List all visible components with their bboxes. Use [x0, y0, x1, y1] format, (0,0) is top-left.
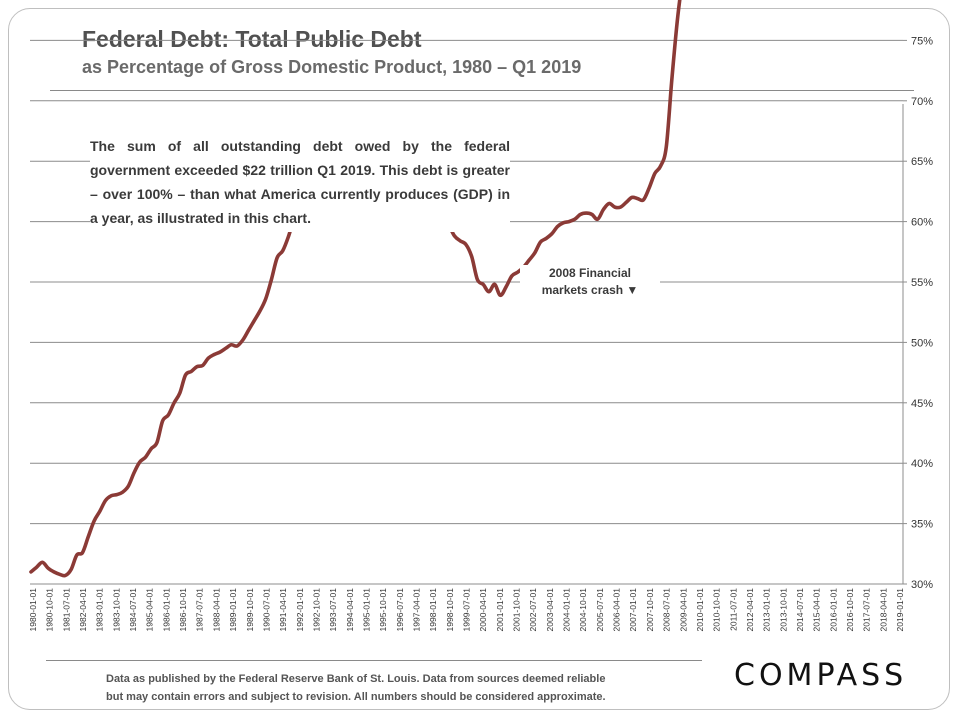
slide-frame — [8, 8, 950, 710]
x-tick-label: 1983-01-01 — [95, 588, 105, 632]
footer-line-1: Data as published by the Federal Reserve… — [106, 673, 606, 685]
x-tick-label: 1985-04-01 — [145, 588, 155, 632]
x-tick-label: 1990-07-01 — [261, 588, 271, 632]
x-tick-label: 1983-10-01 — [111, 588, 121, 632]
x-tick-label: 2006-04-01 — [612, 588, 622, 632]
x-tick-label: 2007-01-01 — [628, 588, 638, 632]
x-tick-label: 1986-10-01 — [178, 588, 188, 632]
x-tick-label: 1998-01-01 — [428, 588, 438, 632]
x-tick-label: 2017-07-01 — [862, 588, 872, 632]
series-line — [29, 0, 682, 578]
x-tick-label: 1992-01-01 — [295, 588, 305, 632]
y-tick-label: 50% — [911, 337, 933, 349]
x-tick-label: 1994-04-01 — [345, 588, 355, 632]
x-tick-label: 2011-07-01 — [728, 588, 738, 631]
footer-line-2: but may contain errors and subject to re… — [106, 691, 606, 703]
x-tick-label: 2004-10-01 — [578, 588, 588, 632]
y-tick-label: 30% — [911, 579, 933, 591]
x-tick-label: 2009-04-01 — [678, 588, 688, 632]
debt-line-chart: 30%35%40%45%50%55%60%65%70%75%80%85%90%9… — [28, 0, 933, 632]
x-tick-label: 2016-10-01 — [845, 588, 855, 632]
y-tick-label: 35% — [911, 519, 933, 531]
x-tick-label: 2013-10-01 — [778, 588, 788, 632]
y-tick-label: 65% — [911, 156, 933, 168]
x-tick-label: 1997-04-01 — [411, 588, 421, 632]
x-tick-label: 1980-01-01 — [28, 588, 38, 632]
x-tick-label: 1998-10-01 — [445, 588, 455, 632]
y-tick-label: 60% — [911, 217, 933, 229]
y-tick-label: 70% — [911, 96, 933, 108]
annotation-line-1: 2008 Financial — [548, 266, 632, 280]
x-tick-label: 1999-07-01 — [462, 588, 472, 632]
x-tick-label: 2005-07-01 — [595, 588, 605, 632]
x-tick-label: 1993-07-01 — [328, 588, 338, 632]
x-tick-label: 2008-07-01 — [662, 588, 672, 632]
x-tick-label: 1988-04-01 — [211, 588, 221, 632]
y-tick-label: 45% — [911, 398, 933, 410]
x-tick-label: 2000-04-01 — [478, 588, 488, 632]
footer-disclaimer: Data as published by the Federal Reserve… — [106, 670, 666, 706]
y-tick-label: 40% — [911, 458, 933, 470]
x-tick-label: 1989-10-01 — [245, 588, 255, 632]
y-tick-label: 75% — [911, 35, 933, 47]
x-tick-label: 2010-01-01 — [695, 588, 705, 632]
chart-title: Federal Debt: Total Public Debt — [82, 26, 422, 52]
x-tick-labels: 1980-01-01 1980-10-01 1981-07-01 1982-04-01… — [28, 588, 905, 632]
x-tick-label: 1991-04-01 — [278, 588, 288, 632]
x-tick-label: 2018-04-01 — [878, 588, 888, 632]
x-tick-label: 1987-07-01 — [195, 588, 205, 632]
x-tick-label: 2004-01-01 — [562, 588, 572, 632]
x-tick-label: 1995-10-01 — [378, 588, 388, 632]
x-tick-label: 2015-04-01 — [812, 588, 822, 632]
x-tick-label: 2001-01-01 — [495, 588, 505, 632]
x-tick-label: 2001-10-01 — [512, 588, 522, 632]
x-tick-label: 2016-01-01 — [828, 588, 838, 632]
chart-subtitle: as Percentage of Gross Domestic Product,… — [82, 57, 582, 77]
x-tick-label: 1984-07-01 — [128, 588, 138, 632]
x-tick-label: 1986-01-01 — [161, 588, 171, 632]
x-tick-label: 1981-07-01 — [61, 588, 71, 632]
annotation-line-2: markets crash ▼ — [541, 283, 639, 297]
x-tick-label: 1982-04-01 — [78, 588, 88, 632]
annotation-2008-crash: 2008 Financial markets crash ▼ — [520, 265, 660, 299]
x-tick-label: 2010-10-01 — [712, 588, 722, 632]
y-tick-labels: 30%35%40%45%50%55%60%65%70%75%80%85%90%9… — [903, 35, 933, 591]
chart-description: The sum of all outstanding debt owed by … — [90, 132, 510, 232]
gridlines — [30, 39, 903, 585]
y-tick-label: 55% — [911, 277, 933, 289]
compass-logo: COMPASS — [734, 658, 908, 693]
x-tick-label: 2014-07-01 — [795, 588, 805, 632]
x-tick-label: 1989-01-01 — [228, 588, 238, 632]
x-tick-label: 2012-04-01 — [745, 588, 755, 632]
title-divider — [50, 90, 914, 91]
x-tick-label: 1980-10-01 — [45, 588, 55, 632]
x-tick-label: 2007-10-01 — [645, 588, 655, 632]
x-tick-label: 2019-01-01 — [895, 588, 905, 632]
x-tick-label: 2002-07-01 — [528, 588, 538, 632]
x-tick-label: 1992-10-01 — [311, 588, 321, 632]
x-tick-label: 1996-07-01 — [395, 588, 405, 632]
x-tick-label: 1995-01-01 — [361, 588, 371, 632]
x-tick-label: 2013-01-01 — [762, 588, 772, 632]
footer-divider — [46, 660, 702, 661]
x-tick-label: 2003-04-01 — [545, 588, 555, 632]
